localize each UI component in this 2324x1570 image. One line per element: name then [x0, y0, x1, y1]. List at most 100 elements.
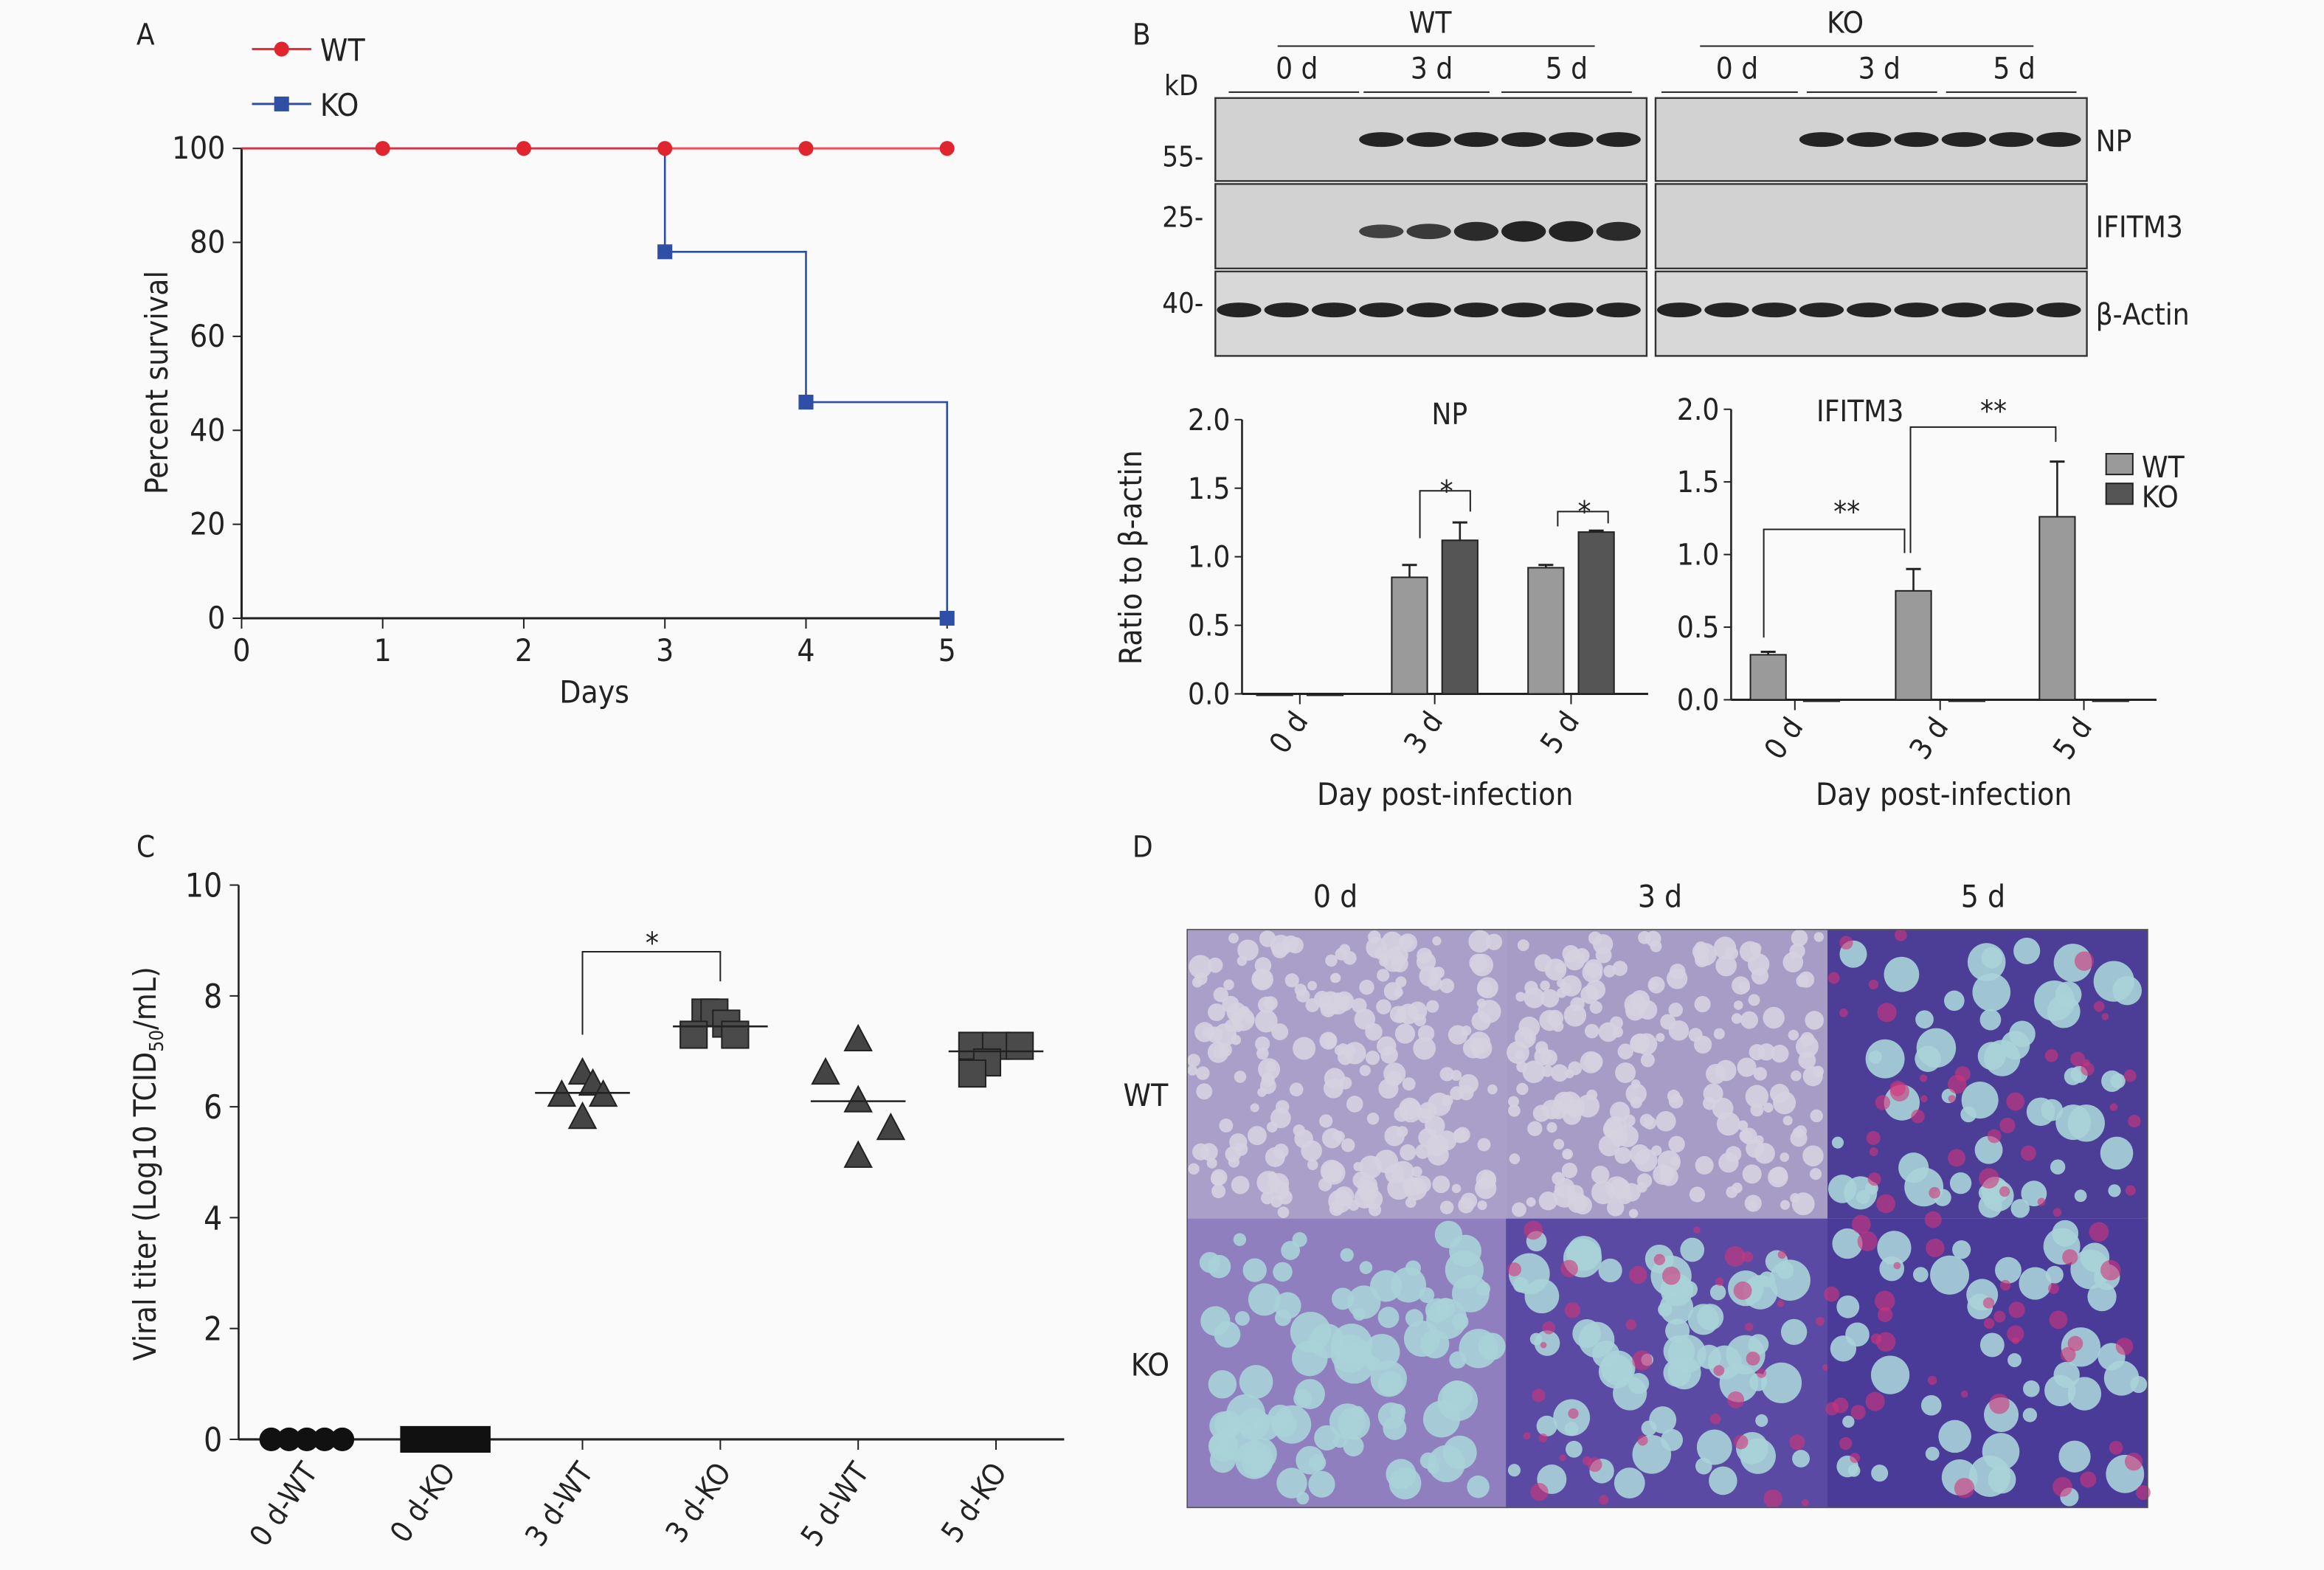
alveolus [1235, 1311, 1250, 1326]
alveolus [1403, 1177, 1423, 1196]
alveolus [1419, 1452, 1437, 1469]
histology-image-ko-5d [1824, 1211, 2151, 1508]
erythrocyte-region [1524, 1220, 1543, 1240]
alveolus [1737, 1057, 1757, 1077]
alveolus [1640, 1053, 1655, 1068]
alveolus [1805, 1011, 1824, 1030]
alveolus [1813, 932, 1825, 942]
y-tick-label: 40 [190, 412, 225, 448]
x-tick-label: 0 d-WT [243, 1456, 325, 1553]
alveolus [1237, 939, 1259, 961]
alveolus [1592, 934, 1614, 955]
alveolus [1792, 1127, 1804, 1138]
alveolus [1647, 976, 1665, 994]
erythrocyte-region [2006, 1092, 2025, 1111]
alveolus [1439, 1067, 1455, 1082]
alveolus [1250, 1103, 1259, 1113]
alveolus [1228, 1156, 1240, 1168]
erythrocyte-region [1877, 1307, 1893, 1322]
triangle-point [843, 1085, 873, 1113]
wt-bar [1895, 589, 1932, 701]
alveolus [1388, 1467, 1422, 1500]
alveolus [1415, 1144, 1431, 1159]
alveolus [1273, 1262, 1293, 1282]
alveolus [1432, 936, 1442, 946]
erythrocyte-region [1777, 1250, 1787, 1259]
alveolus [1348, 1200, 1360, 1211]
square-point [1006, 1031, 1034, 1060]
alveolus [1522, 1060, 1546, 1084]
alveolus [1366, 1112, 1380, 1125]
alveolus [1584, 1023, 1600, 1039]
alveolus [1791, 929, 1808, 947]
alveolus [1562, 1105, 1582, 1125]
triangle-point [843, 1023, 873, 1052]
alveolus [1199, 1251, 1221, 1273]
alveolus [1301, 1140, 1322, 1162]
alveolus [1321, 1032, 1337, 1049]
erythrocyte-region [2047, 1282, 2059, 1294]
x-tick-label: 5 d-KO [936, 1456, 1014, 1549]
alveolus [1233, 1233, 1247, 1246]
y-tick-label: 0.0 [1677, 684, 1719, 718]
alveolus [1930, 1255, 1970, 1295]
alveolus [1376, 999, 1391, 1014]
alveolus [1974, 1135, 2003, 1164]
alveolus [1359, 979, 1374, 995]
alveolus [2026, 1097, 2055, 1127]
y-tick-label: 0.0 [1188, 678, 1230, 712]
x-tick-label: 0 d [1758, 712, 1811, 766]
alveolus [1213, 1023, 1237, 1047]
alveolus [1477, 977, 1498, 999]
erythrocyte-region [1733, 1281, 1752, 1300]
alveolus [1512, 1202, 1526, 1217]
ko-bar [1948, 699, 1985, 702]
y-axis-label-part: 50 [146, 1030, 168, 1052]
legend-wt-marker [274, 41, 289, 57]
alveolus [1434, 1220, 1463, 1248]
erythrocyte-region [1876, 1194, 1895, 1214]
erythrocyte-region [1850, 1453, 1861, 1463]
alveolus [1516, 1082, 1529, 1096]
alveolus [1540, 980, 1550, 991]
legend-ko-marker [274, 96, 289, 111]
triangle-point [843, 1140, 873, 1168]
alveolus [1452, 1313, 1469, 1330]
erythrocyte-region [2008, 1301, 2025, 1318]
alveolus [1782, 1116, 1793, 1126]
alveolus [1871, 1464, 1889, 1482]
ko-point [939, 610, 955, 626]
erythrocyte-region [1777, 1299, 1785, 1307]
square-point [679, 1020, 708, 1049]
triangle-point [811, 1057, 840, 1085]
alveolus [1271, 1023, 1289, 1040]
alveolus [1318, 1178, 1332, 1192]
blot-band [1894, 302, 1939, 318]
alveolus [2110, 1073, 2126, 1089]
alveolus [1832, 1228, 1863, 1259]
alveolus [2013, 937, 2041, 965]
erythrocyte-region [2080, 1471, 2097, 1488]
alveolus [1796, 1035, 1819, 1058]
alveolus [2067, 1377, 2102, 1411]
wt-0d-point [277, 1427, 301, 1452]
alveolus [1694, 996, 1711, 1013]
alveolus [1397, 1006, 1407, 1015]
erythrocyte-region [1979, 1168, 1999, 1189]
blot-band [1894, 132, 1939, 148]
erythrocyte-region [1815, 1316, 1825, 1326]
histology-grid: 0 d 3 d 5 d WT KO [1124, 879, 2151, 1509]
erythrocyte-region [1746, 1351, 1760, 1366]
alveolus [1633, 1148, 1658, 1172]
blot-band [1359, 132, 1404, 148]
erythrocyte-region [1801, 1498, 1809, 1507]
erythrocyte-region [1727, 1391, 1745, 1408]
erythrocyte-region [2020, 1145, 2036, 1161]
alveolus [1988, 1465, 2016, 1494]
erythrocyte-region [1507, 1262, 1521, 1276]
alveolus [1253, 1414, 1280, 1441]
alveolus [1748, 994, 1760, 1006]
alveolus [1656, 1033, 1665, 1042]
alveolus [1842, 1415, 1855, 1428]
alveolus [1615, 1062, 1636, 1083]
